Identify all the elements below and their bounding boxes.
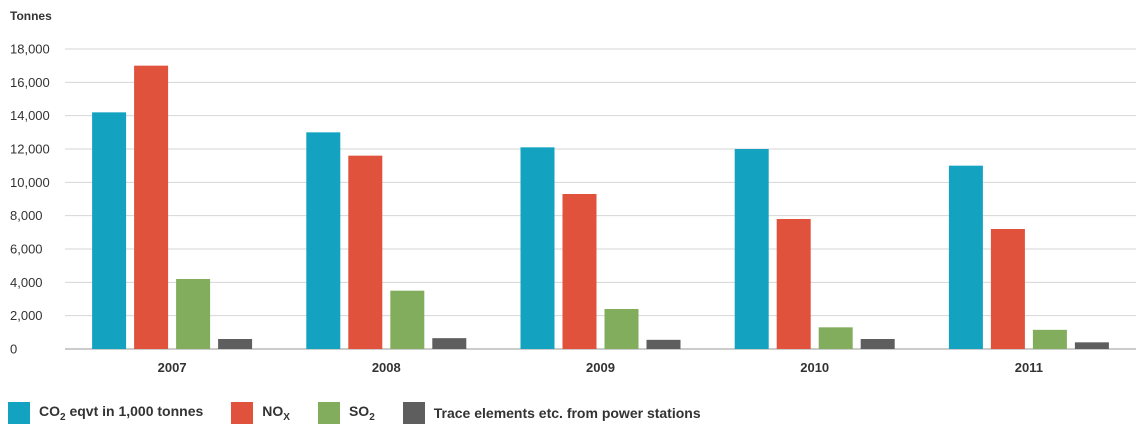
legend-swatch-co2 [8,402,30,424]
y-tick-label: 18,000 [10,42,50,57]
y-tick-label: 6,000 [10,242,43,257]
x-category-label: 2007 [158,360,187,375]
bar-2011-series-3 [1032,329,1067,349]
bar-2010-series-4 [860,339,895,349]
x-category-label: 2011 [1015,360,1043,375]
legend-item-co2: CO2 eqvt in 1,000 tonnes [8,402,203,424]
legend-swatch-so2 [317,402,340,424]
y-tick-label: 8,000 [10,208,43,223]
legend-item-nox: NOX [231,402,290,424]
bar-2009-series-4 [646,339,681,349]
y-axis-unit-label: Tonnes [10,9,52,23]
bar-2009-series-2 [562,194,597,349]
bar-2010-series-3 [818,327,853,349]
bar-2011-series-1 [948,165,983,349]
x-category-label: 2009 [586,360,615,375]
legend: CO2 eqvt in 1,000 tonnes NOX SO2 Trace e… [8,402,729,424]
x-axis-category-labels: 2007 2008 2009 2010 2011 [158,360,1043,375]
legend-swatch-trace [402,402,425,424]
bars [92,65,1109,350]
y-tick-label: 4,000 [10,275,43,290]
legend-label-nox: NOX [262,403,290,423]
x-category-label: 2008 [372,360,401,375]
bar-2009-series-1 [520,147,555,349]
gridlines [65,48,1136,350]
y-tick-label: 10,000 [10,175,50,190]
bar-2011-series-4 [1074,342,1109,349]
bar-2008-series-2 [348,155,383,349]
legend-item-so2: SO2 [317,402,375,424]
y-tick-label: 0 [10,342,17,357]
bar-2009-series-3 [604,309,639,349]
legend-label-co2: CO2 eqvt in 1,000 tonnes [39,403,204,423]
y-tick-label: 14,000 [10,108,50,123]
y-tick-label: 12,000 [10,142,50,157]
legend-swatch-nox [231,402,254,424]
y-tick-label: 2,000 [10,308,43,323]
legend-label-so2: SO2 [348,403,375,423]
bar-2008-series-1 [306,132,341,349]
bar-2008-series-4 [432,338,467,349]
bar-2010-series-1 [734,149,769,349]
x-category-label: 2010 [800,360,829,375]
bar-2011-series-2 [990,229,1025,349]
bar-2010-series-2 [776,219,811,349]
y-tick-label: 16,000 [10,75,50,90]
bar-chart: Tonnes 0 2,000 4,000 6,000 8,000 10,000 12,000… [10,9,1136,375]
bar-2007-series-3 [176,279,211,349]
y-axis-tick-labels: 0 2,000 4,000 6,000 8,000 10,000 12,000 14,000 1… [10,42,50,357]
bar-2008-series-3 [390,290,425,349]
legend-item-trace: Trace elements etc. from power stations [402,402,701,424]
bar-2007-series-2 [134,65,169,350]
bar-2007-series-1 [92,112,127,349]
bar-2007-series-4 [218,339,253,349]
legend-label-trace: Trace elements etc. from power stations [433,405,701,421]
